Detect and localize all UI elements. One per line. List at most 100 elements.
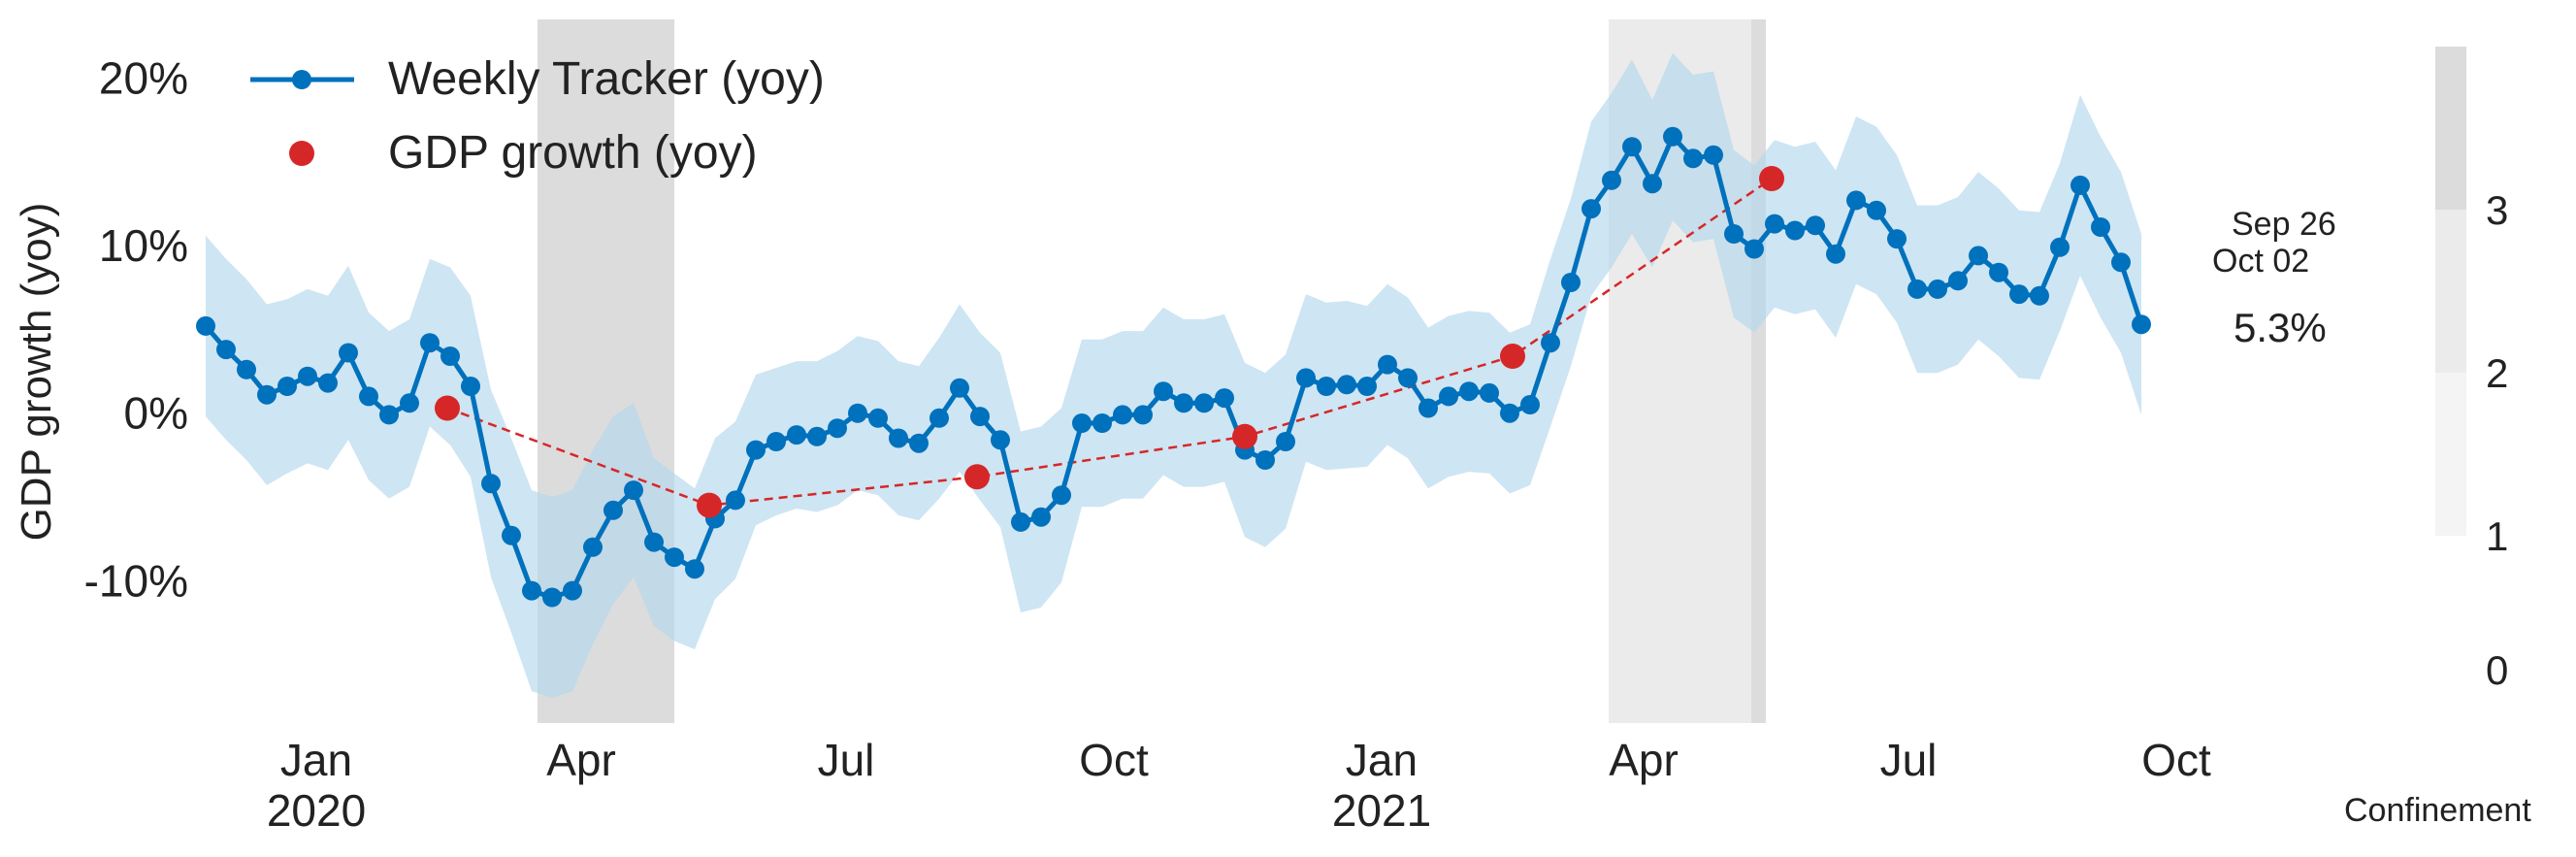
weekly-tracker-point [1806, 215, 1825, 236]
y-tick-label: 20% [99, 52, 188, 103]
weekly-tracker-point [1724, 224, 1744, 244]
weekly-tracker-point [889, 428, 908, 448]
weekly-tracker-point [1133, 405, 1153, 425]
x-tick-month-label: Jan [1346, 735, 1418, 785]
weekly-tracker-point [481, 474, 501, 494]
weekly-tracker-point [1908, 279, 1927, 299]
weekly-tracker-point [1398, 368, 1418, 388]
weekly-tracker-point [440, 346, 460, 366]
weekly-tracker-point [298, 366, 317, 386]
x-tick-month-label: Oct [2141, 735, 2211, 785]
x-tick-month-label: Jul [1880, 735, 1938, 785]
x-tick-month-label: Jul [818, 735, 875, 785]
confidence-band-layer [206, 52, 2141, 699]
weekly-tracker-point [1989, 262, 2008, 282]
legend-gdp-swatch-marker [289, 141, 314, 166]
gdp-growth-point [1759, 166, 1784, 191]
y-tick-label: -10% [84, 555, 188, 606]
annotation-oct-02: Oct 02 [2212, 243, 2309, 280]
weekly-tracker-point [1296, 368, 1316, 388]
annotation-sep-26: Sep 26 [2232, 206, 2336, 243]
y-axis: 20% 10% 0% -10% [84, 52, 188, 606]
confinement-legend-title: Confinement [2344, 792, 2531, 829]
weekly-tracker-point [665, 547, 684, 568]
weekly-tracker-point [1378, 354, 1397, 375]
gdp-growth-point [1500, 344, 1525, 369]
weekly-tracker-point [1622, 137, 1642, 157]
weekly-tracker-point [277, 377, 297, 396]
weekly-tracker-point [766, 432, 786, 451]
weekly-tracker-point [1826, 244, 1845, 264]
weekly-tracker-point [1072, 413, 1092, 433]
weekly-tracker-point [257, 384, 277, 405]
weekly-tracker-point [1683, 148, 1703, 169]
weekly-tracker-point [1846, 190, 1866, 211]
weekly-tracker-point [950, 378, 969, 398]
x-tick-month-label: Oct [1079, 735, 1149, 785]
confinement-legend-tick: 3 [2486, 187, 2508, 233]
weekly-tracker-point [746, 440, 766, 460]
weekly-tracker-point [807, 426, 827, 446]
weekly-tracker-point [400, 393, 419, 413]
weekly-tracker-point [1785, 220, 1805, 241]
weekly-tracker-point [1541, 333, 1560, 353]
weekly-tracker-point [1113, 405, 1132, 425]
weekly-tracker-point [1337, 375, 1356, 395]
legend-entry-weekly-tracker: Weekly Tracker (yoy) [388, 53, 825, 105]
weekly-tracker-point [522, 580, 541, 601]
weekly-tracker-point [542, 587, 562, 608]
gdp-growth-point [435, 395, 460, 421]
weekly-tracker-point [1500, 403, 1519, 423]
annotation-latest-value: 5.3% [2234, 305, 2327, 350]
weekly-tracker-point [2132, 314, 2151, 335]
weekly-tracker-point [1215, 388, 1234, 409]
y-tick-label: 0% [124, 388, 188, 439]
weekly-tracker-point [216, 340, 236, 360]
weekly-tracker-point [1154, 381, 1173, 402]
gdp-growth-point [1232, 423, 1257, 449]
weekly-tracker-point [1520, 395, 1540, 414]
weekly-tracker-point [1459, 381, 1479, 402]
weekly-tracker-point [2071, 175, 2090, 195]
weekly-tracker-point [1092, 413, 1112, 433]
gdp-growth-point [964, 464, 990, 490]
weekly-tracker-point [848, 403, 867, 423]
x-tick-year-label: 2020 [267, 785, 366, 836]
legend-entry-gdp-growth: GDP growth (yoy) [388, 127, 758, 179]
weekly-tracker-point [420, 333, 440, 353]
weekly-tracker-point [644, 532, 664, 552]
confinement-legend-tick: 2 [2486, 350, 2508, 396]
weekly-tracker-point [1418, 398, 1438, 418]
weekly-tracker-point [2091, 217, 2110, 237]
confinement-legend-swatch [2435, 373, 2466, 536]
legend: Weekly Tracker (yoy) GDP growth (yoy) [250, 53, 825, 179]
weekly-tracker-point [970, 407, 990, 427]
weekly-tracker-point [1357, 377, 1377, 396]
weekly-tracker-point [1561, 273, 1581, 292]
confinement-legend-tick: 0 [2486, 647, 2508, 693]
weekly-tracker-point [461, 377, 480, 396]
weekly-tracker-point [1745, 239, 1764, 259]
weekly-tracker-point [2009, 284, 2029, 305]
weekly-tracker-point [1663, 126, 1682, 147]
weekly-tracker-layer [196, 126, 2151, 608]
x-tick-month-label: Jan [280, 735, 352, 785]
weekly-tracker-point [502, 525, 521, 545]
weekly-tracker-point [1704, 145, 1723, 165]
legend-tracker-swatch-marker [292, 70, 311, 89]
confinement-period-2 [1751, 19, 1766, 723]
confinement-legend-swatch [2435, 210, 2466, 373]
weekly-tracker-point [603, 500, 623, 520]
weekly-tracker-point [685, 559, 704, 579]
weekly-tracker-point [1052, 485, 1071, 506]
weekly-tracker-point [2030, 285, 2049, 306]
weekly-tracker-point [379, 405, 399, 425]
weekly-tracker-point [1948, 271, 1968, 291]
confinement-legend: 3 2 1 0 [2435, 47, 2508, 693]
y-axis-label: GDP growth (yoy) [13, 203, 60, 542]
weekly-tracker-point [1276, 432, 1295, 451]
weekly-tracker-point [1031, 507, 1051, 527]
weekly-tracker-point [1255, 450, 1275, 470]
weekly-tracker-point [1969, 246, 1988, 266]
weekly-tracker-point [1602, 170, 1621, 190]
